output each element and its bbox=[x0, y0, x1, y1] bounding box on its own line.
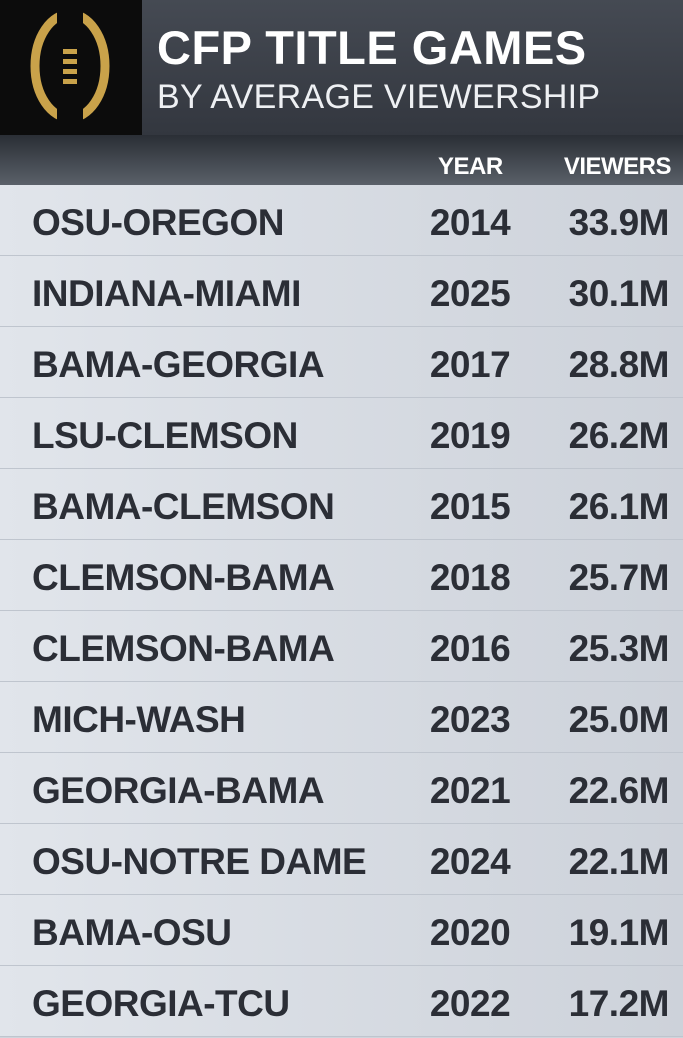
year: 2018 bbox=[429, 557, 511, 598]
table-row: BAMA-OSU 2020 19.1M bbox=[0, 895, 683, 966]
viewers: 26.1M bbox=[568, 486, 670, 527]
matchup: INDIANA-MIAMI bbox=[32, 273, 301, 314]
logo-stripe bbox=[63, 49, 77, 54]
title: CFP TITLE GAMES bbox=[157, 21, 587, 74]
logo-stripe bbox=[63, 69, 77, 74]
viewers: 33.9M bbox=[568, 202, 670, 243]
table-row: BAMA-CLEMSON 2015 26.1M bbox=[0, 469, 683, 540]
matchup: OSU-OREGON bbox=[32, 202, 284, 243]
year: 2014 bbox=[429, 202, 511, 243]
year: 2024 bbox=[429, 841, 511, 882]
table-row: CLEMSON-BAMA 2016 25.3M bbox=[0, 611, 683, 682]
matchup: GEORGIA-BAMA bbox=[32, 770, 325, 811]
column-label: YEAR bbox=[438, 153, 503, 180]
table-row: BAMA-GEORGIA 2017 28.8M bbox=[0, 327, 683, 398]
viewers: 25.7M bbox=[568, 557, 670, 598]
year: 2016 bbox=[429, 628, 511, 669]
logo bbox=[0, 0, 142, 135]
year: 2015 bbox=[429, 486, 511, 527]
matchup: BAMA-GEORGIA bbox=[32, 344, 325, 385]
matchup: MICH-WASH bbox=[32, 699, 246, 740]
year: 2021 bbox=[429, 770, 511, 811]
viewers: 25.0M bbox=[568, 699, 670, 740]
matchup: LSU-CLEMSON bbox=[32, 415, 298, 456]
matchup: BAMA-OSU bbox=[32, 912, 232, 953]
year: 2017 bbox=[429, 344, 511, 385]
table-row: MICH-WASH 2023 25.0M bbox=[0, 682, 683, 753]
table-row: OSU-OREGON 2014 33.9M bbox=[0, 185, 683, 256]
subtitle: BY AVERAGE VIEWERSHIP bbox=[157, 78, 601, 116]
viewers: 22.6M bbox=[568, 770, 670, 811]
table-row: GEORGIA-TCU 2022 17.2M bbox=[0, 966, 683, 1037]
header: CFP TITLE GAMES BY AVERAGE VIEWERSHIP bbox=[0, 0, 683, 135]
matchup: CLEMSON-BAMA bbox=[32, 628, 335, 669]
table-body: OSU-OREGON 2014 33.9M INDIANA-MIAMI 2025 30.1… bbox=[0, 185, 683, 1038]
column-header: YEAR VIEWERS bbox=[0, 135, 683, 185]
matchup: BAMA-CLEMSON bbox=[32, 486, 335, 527]
year: 2020 bbox=[429, 912, 511, 953]
viewers: 19.1M bbox=[568, 912, 670, 953]
table-row: CLEMSON-BAMA 2018 25.7M bbox=[0, 540, 683, 611]
viewers: 22.1M bbox=[568, 841, 670, 882]
table-row: INDIANA-MIAMI 2025 30.1M bbox=[0, 256, 683, 327]
table-row: LSU-CLEMSON 2019 26.2M bbox=[0, 398, 683, 469]
year: 2025 bbox=[429, 273, 511, 314]
viewers: 17.2M bbox=[568, 983, 670, 1024]
matchup: GEORGIA-TCU bbox=[32, 983, 290, 1024]
logo-mark bbox=[30, 8, 110, 126]
viewers: 30.1M bbox=[568, 273, 670, 314]
matchup: OSU-NOTRE DAME bbox=[32, 841, 367, 882]
logo-gap bbox=[57, 8, 83, 126]
matchup: CLEMSON-BAMA bbox=[32, 557, 335, 598]
table-row: OSU-NOTRE DAME 2024 22.1M bbox=[0, 824, 683, 895]
year: 2022 bbox=[429, 983, 511, 1024]
viewers: 25.3M bbox=[568, 628, 670, 669]
column-label: VIEWERS bbox=[563, 153, 672, 180]
year: 2019 bbox=[429, 415, 511, 456]
logo-stripe bbox=[63, 79, 77, 84]
viewers: 28.8M bbox=[568, 344, 670, 385]
year: 2023 bbox=[429, 699, 511, 740]
logo-stripe bbox=[63, 59, 77, 64]
viewers: 26.2M bbox=[568, 415, 670, 456]
table-row: GEORGIA-BAMA 2021 22.6M bbox=[0, 753, 683, 824]
